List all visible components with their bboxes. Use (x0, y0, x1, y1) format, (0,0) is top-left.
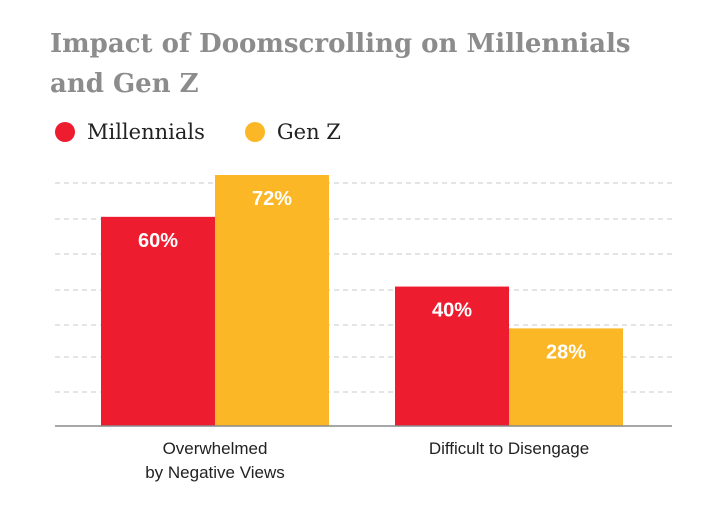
legend-item-millennials: Millennials (55, 120, 205, 144)
bar-1-1 (509, 328, 623, 426)
legend-label-gen-z: Gen Z (276, 120, 341, 144)
legend: Millennials Gen Z (55, 117, 381, 147)
bar-0-0 (101, 216, 215, 426)
bar-value-label-1-0: 40% (432, 300, 472, 322)
legend-swatch-millennials (55, 122, 75, 142)
bar-value-label-0-1: 72% (252, 188, 292, 210)
bar-value-label-0-0: 60% (138, 230, 178, 252)
bar-0-1 (215, 175, 329, 426)
chart-title: Impact of Doomscrolling on Millennials a… (50, 29, 631, 99)
category-label-0: Overwhelmed by Negative Views (145, 439, 285, 482)
category-label-1: Difficult to Disengage (429, 439, 589, 458)
bar-value-label-1-1: 28% (546, 341, 586, 363)
legend-label-millennials: Millennials (87, 120, 205, 144)
legend-swatch-gen-z (244, 122, 265, 142)
bar-1-0 (395, 286, 509, 426)
legend-item-gen-z: Gen Z (244, 120, 341, 144)
